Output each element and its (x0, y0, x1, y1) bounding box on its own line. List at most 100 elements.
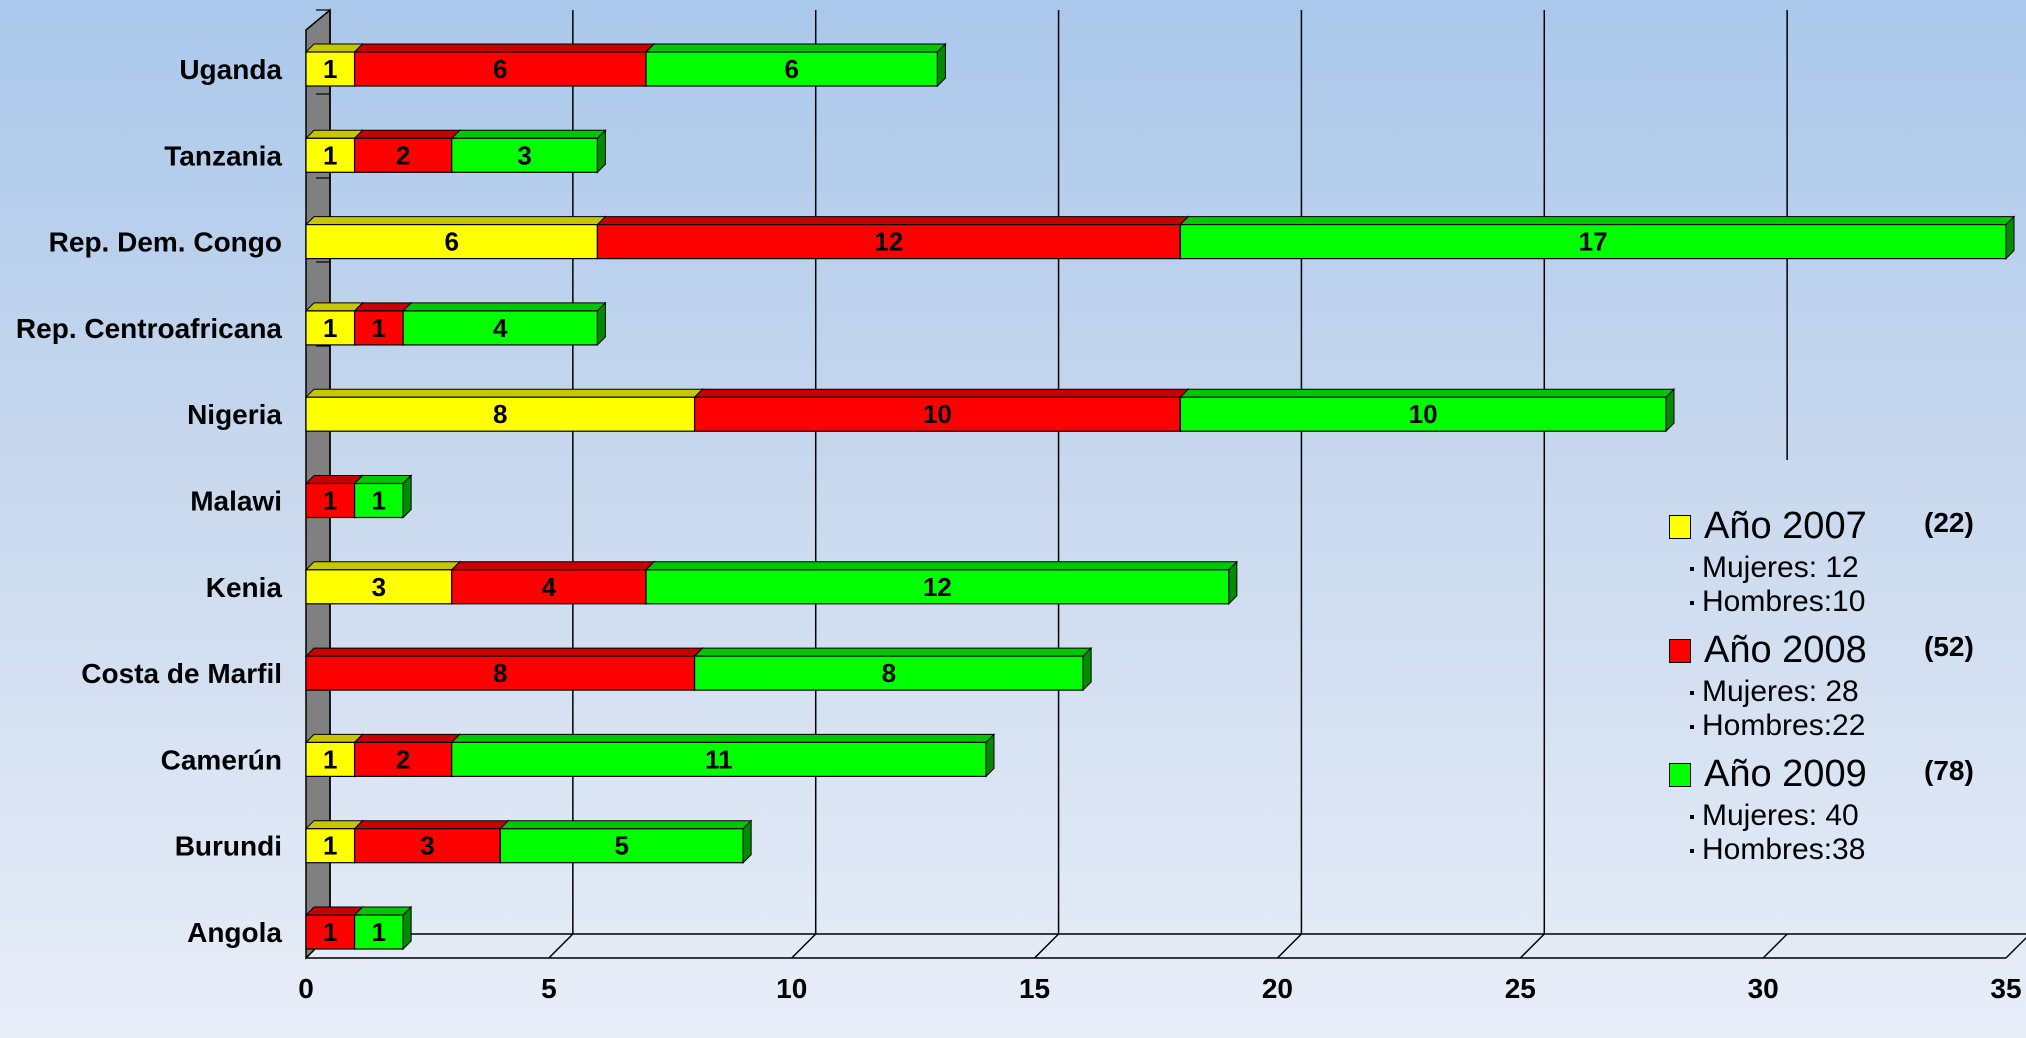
bar-front (451, 741, 987, 778)
bar-top (499, 820, 753, 830)
bar-segment: 3 (450, 129, 607, 174)
category-label: Rep. Dem. Congo (49, 227, 282, 258)
bar-side (985, 733, 995, 778)
bar-front (305, 396, 696, 432)
data-label: 1 (323, 744, 337, 774)
x-tick-label: 15 (1019, 973, 1050, 1004)
bar-front (305, 828, 356, 864)
data-label: 1 (323, 140, 337, 170)
data-label: 1 (323, 54, 337, 84)
data-label: 11 (705, 744, 733, 774)
bar-segment: 8 (304, 387, 704, 433)
x-tick-label: 30 (1748, 973, 1779, 1004)
legend-subitem: Mujeres: 12 (1668, 551, 2008, 585)
bar-segment: 2 (353, 733, 461, 778)
data-label: 1 (372, 486, 386, 516)
category-label: Burundi (175, 831, 282, 862)
data-label: 17 (1579, 227, 1608, 257)
legend-subitem: Hombres:10 (1668, 585, 2008, 619)
bar-top (644, 43, 947, 53)
bar-top (304, 820, 364, 830)
bar-side (742, 819, 752, 864)
bar-side (596, 301, 606, 347)
bar-top (596, 216, 1190, 226)
bar-segment: 12 (596, 215, 1190, 260)
bar-top (644, 561, 1239, 571)
legend-subitem: Hombres:22 (1668, 709, 2008, 743)
bar-segment: 6 (644, 42, 947, 88)
floor-tick (2005, 936, 2026, 959)
bar-segment: 2 (353, 129, 461, 174)
legend-swatch (1669, 763, 1691, 787)
category-label: Camerún (161, 744, 282, 775)
category-label: Tanzania (164, 140, 282, 171)
bar-top (1179, 216, 2016, 226)
x-tick-label: 25 (1505, 973, 1536, 1004)
legend-subitem: Mujeres: 28 (1668, 675, 2008, 709)
bar-top (693, 647, 1093, 657)
data-label: 1 (372, 917, 386, 947)
data-label: 3 (420, 831, 434, 861)
bar-top (353, 43, 656, 53)
x-tick-label: 35 (1990, 973, 2021, 1004)
floor-tick (1276, 933, 1302, 959)
bar-segment: 4 (450, 560, 656, 606)
bar-front (353, 310, 404, 346)
data-label: 1 (372, 313, 386, 343)
bar-top (304, 129, 364, 139)
floor-tick (1034, 933, 1060, 959)
category-label: Angola (187, 917, 282, 948)
bar-segment: 3 (353, 819, 510, 864)
bar-top (353, 906, 413, 916)
bar-segment: 4 (401, 301, 607, 347)
gridlines (305, 9, 2026, 959)
bar-segment: 1 (353, 474, 413, 519)
bar-side (402, 905, 412, 951)
y-axis-labels: Uganda Tanzania Rep. Dem. Congo Rep. Centro… (16, 54, 283, 948)
data-label: 8 (882, 658, 896, 688)
legend-subitem: Mujeres: 40 (1668, 799, 2008, 833)
bar-top (353, 302, 413, 312)
legend-entry-2008: Año 2008 (52) Mujeres: 28 Hombres:22 (1668, 629, 2008, 743)
bar-segment: 8 (304, 646, 704, 692)
bar-front (305, 569, 453, 605)
data-label: 5 (614, 831, 628, 861)
legend-swatch (1669, 639, 1691, 663)
data-label: 6 (493, 54, 507, 84)
bar-top (1179, 388, 1676, 398)
data-label: 10 (1409, 399, 1438, 429)
x-tick-label: 5 (541, 973, 557, 1004)
legend: Año 2007 (22) Mujeres: 12 Hombres:10 Año… (1668, 505, 2008, 877)
data-label: 2 (396, 744, 410, 774)
data-label: 4 (493, 313, 508, 343)
category-label: Nigeria (187, 399, 282, 430)
bar-side (1228, 560, 1238, 606)
bar-top (304, 647, 704, 657)
bar-front (353, 828, 501, 864)
bar-side (402, 474, 412, 519)
bar-side (1082, 646, 1092, 692)
bar-segment: 8 (693, 646, 1093, 692)
bar-front (305, 914, 356, 950)
bar-segment: 1 (353, 905, 413, 951)
bar-segment: 17 (1179, 215, 2016, 260)
bar-top (304, 302, 364, 312)
bar-front (693, 655, 1084, 691)
data-label: 1 (323, 486, 337, 516)
floor-tick (791, 933, 817, 959)
bar-top (450, 561, 656, 571)
bar-front (305, 482, 356, 519)
data-label: 8 (493, 658, 507, 688)
legend-total: (78) (1924, 755, 1974, 786)
bar-front (596, 224, 1181, 260)
bar-segment: 11 (450, 733, 996, 778)
data-label: 6 (444, 227, 458, 257)
data-label: 4 (542, 572, 557, 602)
legend-total: (52) (1924, 631, 1974, 662)
bar-top (304, 43, 364, 53)
legend-title: Año 2008 (1704, 629, 1867, 671)
bar-front (451, 137, 599, 173)
x-tick-label: 0 (298, 973, 314, 1004)
bar-front (353, 51, 647, 87)
